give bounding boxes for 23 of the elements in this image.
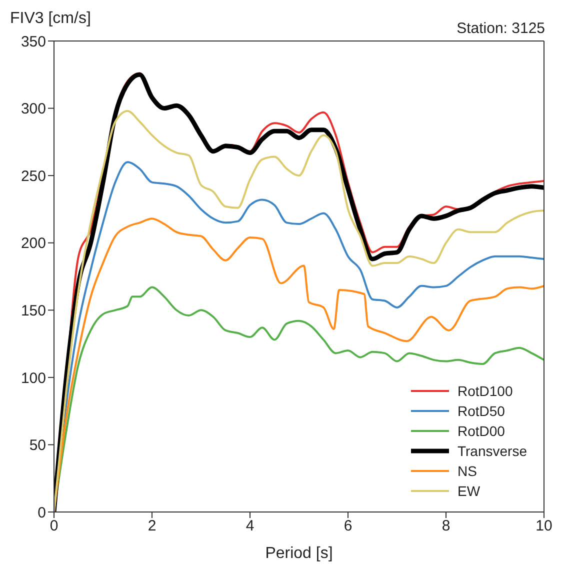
y-axis-title: FIV3 [cm/s] <box>10 10 91 28</box>
x-tick-label: 2 <box>148 518 156 535</box>
x-tick-label: 8 <box>442 518 450 535</box>
legend-label: RotD100 <box>457 383 513 399</box>
legend-label: RotD50 <box>457 403 505 419</box>
y-tick-label: 0 <box>38 504 46 522</box>
y-tick-label: 50 <box>29 437 46 454</box>
y-tick-label: 300 <box>20 100 46 118</box>
legend-label: RotD00 <box>457 423 505 439</box>
x-tick-label: 4 <box>246 518 254 535</box>
y-tick-label: 200 <box>20 235 46 252</box>
x-tick-label: 10 <box>536 518 552 535</box>
y-tick-label: 350 <box>20 33 46 50</box>
x-tick-label: 0 <box>50 518 58 535</box>
y-tick-label: 250 <box>20 168 46 185</box>
legend-label: Transverse <box>457 443 527 459</box>
y-tick-label: 150 <box>20 302 46 320</box>
legend-label: NS <box>457 463 477 479</box>
y-tick-label: 100 <box>20 370 46 387</box>
text: Station: 3125 <box>456 20 545 37</box>
legend-label: EW <box>457 483 480 499</box>
x-axis-title: Period [s] <box>265 545 333 562</box>
x-tick-label: 6 <box>344 518 352 535</box>
